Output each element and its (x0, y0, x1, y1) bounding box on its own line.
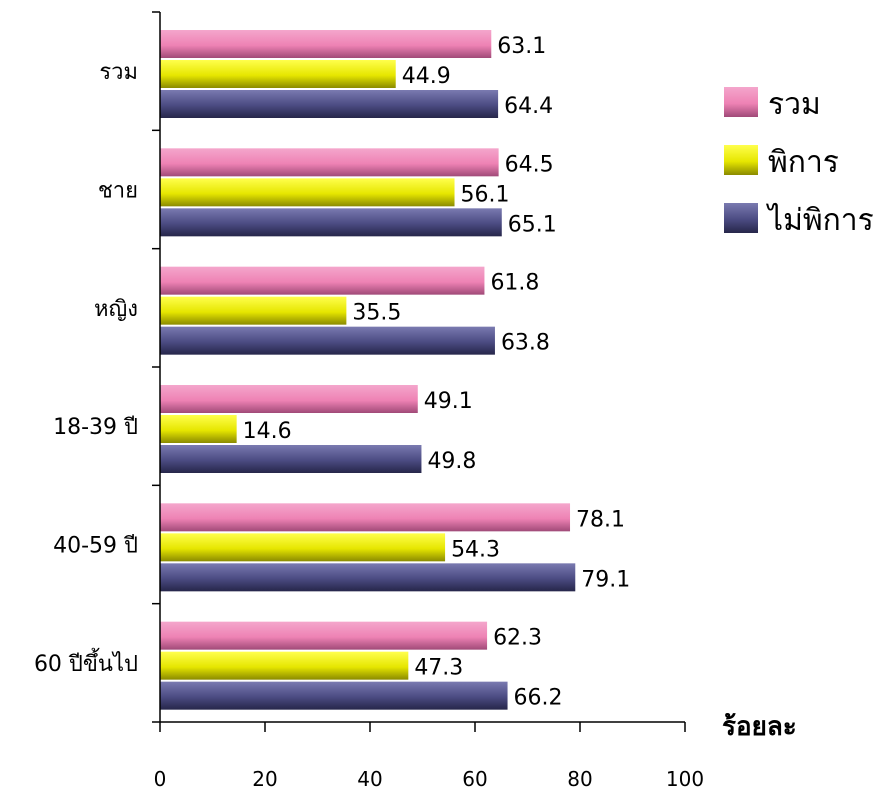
legend-label: พิการ (768, 145, 839, 180)
x-tick-label: 80 (567, 767, 592, 791)
value-label: 78.1 (576, 507, 625, 532)
category-label: 60 ปีขึ้นไป (34, 648, 138, 677)
bar (160, 445, 422, 473)
value-label: 65.1 (508, 212, 557, 237)
bar (160, 90, 499, 118)
bar (160, 266, 485, 295)
x-tick-label: 40 (357, 767, 382, 791)
category-label: รวม (99, 60, 138, 85)
bar (160, 208, 502, 237)
x-tick-label: 100 (666, 767, 704, 791)
value-label: 63.1 (497, 34, 546, 59)
value-label: 56.1 (461, 182, 510, 207)
bar (160, 681, 508, 710)
value-label: 63.8 (501, 331, 550, 356)
category-label: 40-59 ปี (53, 534, 138, 559)
category-label: ชาย (98, 179, 138, 204)
bar (160, 621, 488, 650)
value-label: 47.3 (414, 656, 463, 681)
value-label: 49.1 (424, 389, 473, 414)
value-label: 14.6 (243, 419, 292, 444)
bar (160, 533, 446, 562)
x-tick-label: 0 (154, 767, 167, 791)
bar (160, 326, 495, 355)
value-label: 62.3 (493, 626, 542, 651)
legend-label: รวม (768, 87, 821, 122)
bar (160, 563, 576, 592)
value-label: 79.1 (581, 567, 630, 592)
axes-group (152, 11, 685, 723)
category-label: 18-39 ปี (53, 415, 138, 440)
bar (160, 651, 409, 680)
value-label: 44.9 (402, 64, 451, 89)
value-label: 64.4 (504, 94, 553, 119)
legend-label: ไม่พิการ (766, 202, 874, 238)
x-tick-label: 20 (252, 767, 277, 791)
category-label: หญิง (94, 297, 138, 322)
bar (160, 148, 499, 177)
bar (160, 178, 455, 207)
value-labels: 63.1 44.9 64.4 64.5 56.1 65.1 61.8 35.5 63.8 49.1… (243, 34, 631, 711)
bars-group (160, 30, 576, 710)
bar (160, 60, 396, 88)
bar (160, 415, 237, 443)
legend-swatch (724, 145, 758, 175)
value-label: 35.5 (352, 301, 401, 326)
value-label: 66.2 (514, 686, 563, 711)
bar (160, 296, 347, 325)
x-tick-label: 60 (462, 767, 487, 791)
bar (160, 385, 418, 413)
legend-swatch (724, 87, 758, 117)
value-label: 54.3 (451, 537, 500, 562)
bar (160, 503, 571, 532)
x-axis-unit-label: ร้อยละ (722, 712, 797, 742)
bar (160, 30, 492, 58)
value-label: 49.8 (427, 449, 476, 474)
value-label: 64.5 (505, 152, 554, 177)
x-ticks-group: 0 20 40 60 80 100 (154, 722, 704, 791)
value-label: 61.8 (490, 271, 539, 296)
legend-swatch (724, 203, 758, 233)
